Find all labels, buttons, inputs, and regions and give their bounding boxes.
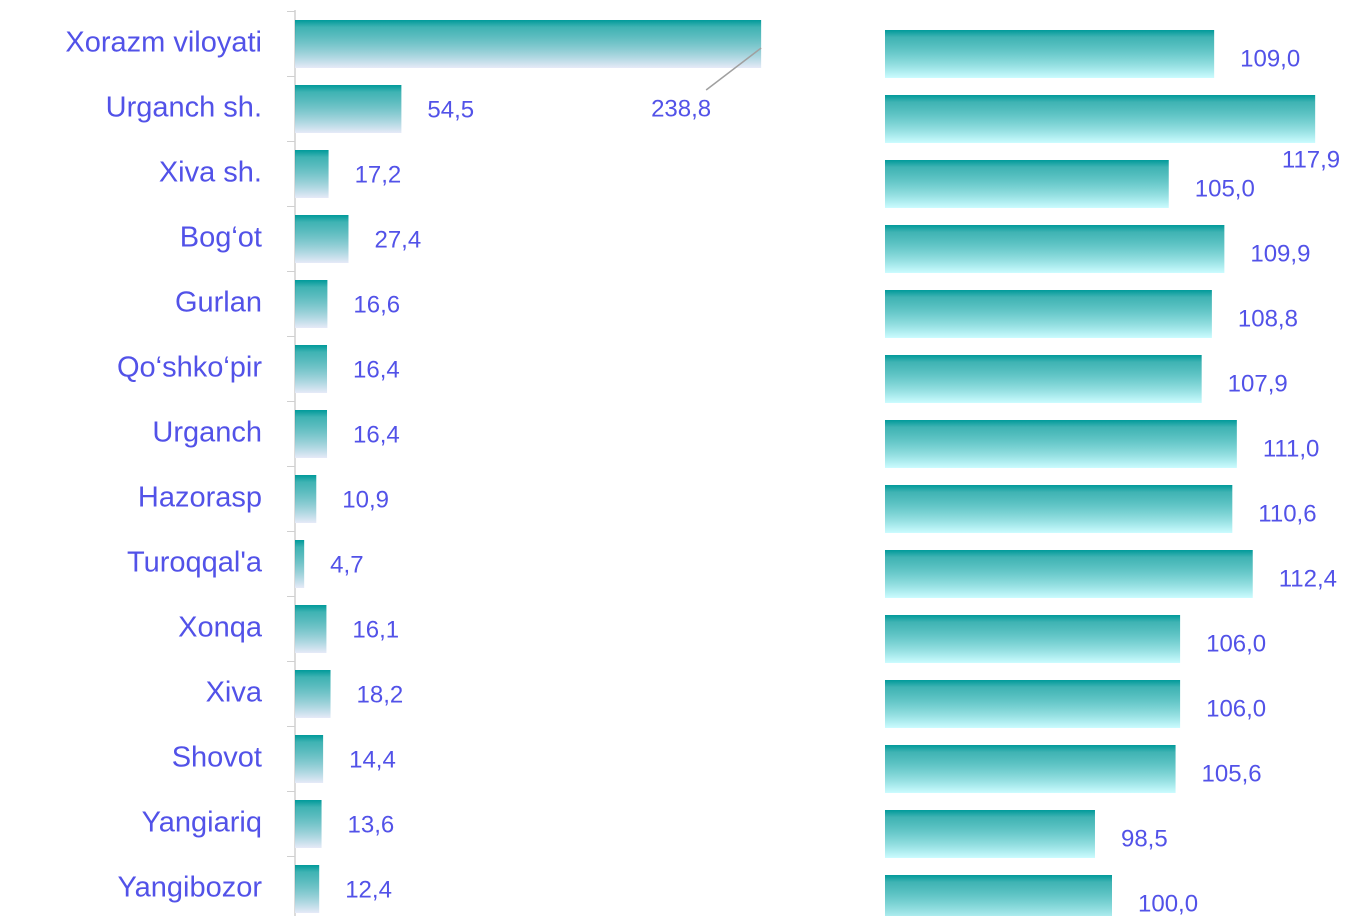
bar — [295, 605, 327, 653]
value-label: 4,7 — [330, 551, 363, 578]
category-label: Xiva sh. — [159, 157, 262, 189]
value-label: 238,8 — [651, 95, 711, 122]
bar — [295, 215, 349, 263]
bar — [295, 735, 324, 783]
bar — [295, 150, 329, 198]
category-label: Urganch sh. — [106, 92, 262, 124]
bar — [295, 20, 762, 68]
bar — [295, 540, 305, 588]
category-label: Turoqqal'a — [127, 547, 263, 579]
value-label: 106,0 — [1206, 630, 1266, 657]
value-label: 112,4 — [1279, 565, 1337, 592]
category-label: Yangiariq — [142, 807, 262, 839]
category-label: Xiva — [206, 677, 263, 709]
value-label: 14,4 — [349, 746, 396, 773]
value-label: 16,6 — [353, 291, 400, 318]
bar — [295, 865, 320, 913]
value-label: 109,0 — [1240, 45, 1300, 72]
bar — [885, 875, 1112, 916]
value-label: 54,5 — [427, 96, 474, 123]
bar — [885, 615, 1181, 663]
value-label: 105,0 — [1195, 175, 1255, 202]
value-label: 13,6 — [348, 811, 395, 838]
value-label: 108,8 — [1238, 305, 1298, 332]
category-label: Yangibozor — [117, 872, 262, 904]
category-label: Bog‘ot — [180, 222, 262, 254]
bar — [885, 355, 1202, 403]
category-label: Xonqa — [178, 612, 263, 644]
value-label: 100,0 — [1138, 890, 1198, 916]
value-label: 10,9 — [342, 486, 389, 513]
bar — [885, 95, 1316, 143]
value-label: 110,6 — [1258, 500, 1316, 527]
bar — [885, 225, 1225, 273]
bar — [885, 290, 1212, 338]
value-label: 107,9 — [1228, 370, 1288, 397]
value-label: 98,5 — [1121, 825, 1168, 852]
category-label: Urganch — [152, 417, 262, 449]
leader-line — [705, 47, 762, 91]
category-label: Qo‘shko‘pir — [117, 352, 262, 384]
bar — [885, 680, 1181, 728]
category-label: Hazorasp — [138, 482, 262, 514]
bar — [295, 800, 322, 848]
value-label: 105,6 — [1202, 760, 1262, 787]
value-label: 16,4 — [353, 421, 400, 448]
bar — [885, 810, 1095, 858]
value-label: 27,4 — [374, 226, 421, 253]
bar — [885, 485, 1233, 533]
bar — [295, 85, 402, 133]
value-label: 16,1 — [352, 616, 399, 643]
bar — [885, 160, 1169, 208]
value-label: 16,4 — [353, 356, 400, 383]
bar — [885, 30, 1215, 78]
value-label: 17,2 — [355, 161, 402, 188]
value-label: 117,9 — [1282, 146, 1340, 173]
category-label: Xorazm viloyati — [65, 27, 262, 59]
bar — [885, 420, 1237, 468]
bar — [295, 345, 328, 393]
value-label: 106,0 — [1206, 695, 1266, 722]
bar — [885, 745, 1176, 793]
bar — [295, 280, 328, 328]
bar — [885, 550, 1253, 598]
value-label: 109,9 — [1250, 240, 1310, 267]
bar — [295, 670, 331, 718]
category-label: Gurlan — [175, 287, 262, 319]
bar — [295, 475, 317, 523]
value-label: 18,2 — [357, 681, 404, 708]
value-label: 12,4 — [345, 876, 392, 903]
bar — [295, 410, 328, 458]
value-label: 111,0 — [1263, 435, 1320, 462]
category-label: Shovot — [172, 742, 262, 774]
